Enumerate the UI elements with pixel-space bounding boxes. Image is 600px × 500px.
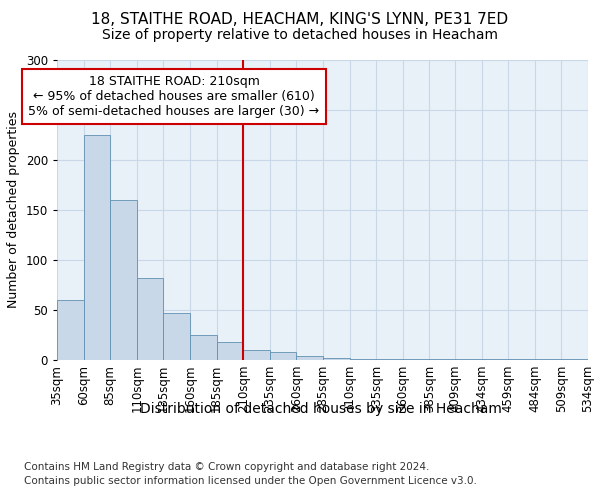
Text: Distribution of detached houses by size in Heacham: Distribution of detached houses by size … bbox=[140, 402, 502, 416]
Bar bbox=[562, 359, 588, 360]
Bar bbox=[57, 300, 83, 360]
Bar bbox=[217, 342, 243, 360]
Bar bbox=[83, 135, 110, 360]
Bar bbox=[110, 200, 137, 360]
Bar bbox=[243, 350, 270, 360]
Bar bbox=[163, 313, 190, 360]
Text: Contains HM Land Registry data © Crown copyright and database right 2024.: Contains HM Land Registry data © Crown c… bbox=[24, 462, 430, 472]
Bar bbox=[430, 359, 456, 360]
Bar bbox=[323, 358, 350, 360]
Bar bbox=[535, 359, 562, 360]
Bar bbox=[376, 359, 403, 360]
Bar bbox=[482, 359, 508, 360]
Bar bbox=[508, 359, 535, 360]
Text: Size of property relative to detached houses in Heacham: Size of property relative to detached ho… bbox=[102, 28, 498, 42]
Bar bbox=[270, 352, 296, 360]
Text: 18 STAITHE ROAD: 210sqm
← 95% of detached houses are smaller (610)
5% of semi-de: 18 STAITHE ROAD: 210sqm ← 95% of detache… bbox=[28, 75, 320, 118]
Text: Contains public sector information licensed under the Open Government Licence v3: Contains public sector information licen… bbox=[24, 476, 477, 486]
Text: 18, STAITHE ROAD, HEACHAM, KING'S LYNN, PE31 7ED: 18, STAITHE ROAD, HEACHAM, KING'S LYNN, … bbox=[91, 12, 509, 28]
Bar bbox=[137, 278, 163, 360]
Bar bbox=[403, 359, 430, 360]
Bar bbox=[190, 335, 217, 360]
Bar bbox=[455, 359, 482, 360]
Bar bbox=[350, 359, 376, 360]
Y-axis label: Number of detached properties: Number of detached properties bbox=[7, 112, 20, 308]
Bar bbox=[296, 356, 323, 360]
